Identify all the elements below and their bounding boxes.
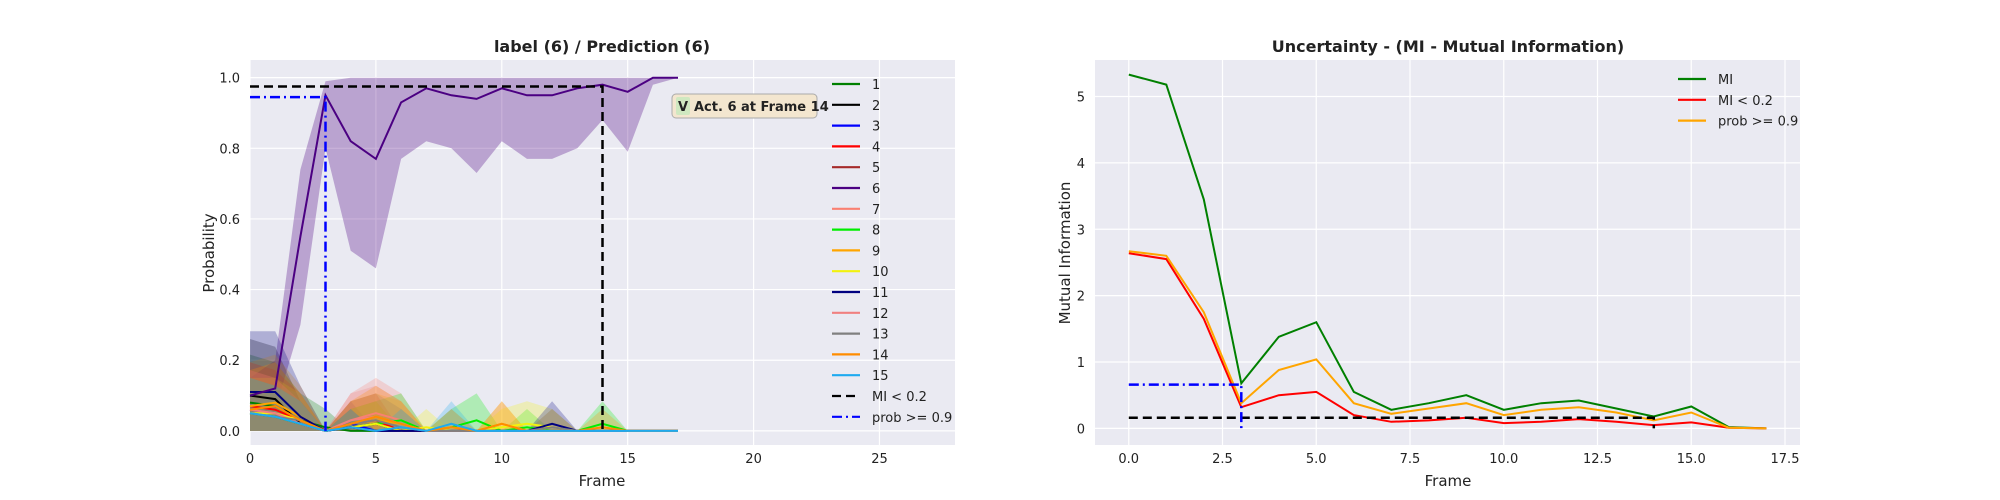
y-tick-label: 0.2 — [219, 354, 240, 369]
x-tick-label: 12.5 — [1583, 452, 1612, 467]
y-tick-label: 1.0 — [219, 72, 240, 87]
y-tick-label: 5 — [1077, 91, 1085, 106]
x-tick-label: 15.0 — [1677, 452, 1706, 467]
x-tick-label: 0 — [246, 452, 254, 467]
y-tick-label: 3 — [1077, 223, 1085, 238]
x-tick-label: 10.0 — [1489, 452, 1518, 467]
series-band-7 — [250, 370, 678, 431]
x-tick-label: 5.0 — [1306, 452, 1327, 467]
series-band-14 — [250, 362, 678, 431]
prediction-series — [249, 76, 678, 432]
uncertainty-series — [1128, 73, 1767, 430]
uncertainty-xlabel: Frame — [1425, 472, 1472, 490]
legend-label-6: 7 — [872, 203, 880, 218]
reference-line-1 — [250, 95, 327, 431]
x-tick-label: 20 — [745, 452, 762, 467]
legend-label-2: 3 — [872, 120, 880, 135]
legend-label-0: MI — [1718, 73, 1733, 88]
x-tick-label: 7.5 — [1400, 452, 1421, 467]
x-tick-label: 5 — [372, 452, 380, 467]
series-band-12 — [250, 370, 678, 431]
prediction-ylabel: Probability — [200, 213, 218, 292]
legend-label-2: prob >= 0.9 — [1718, 115, 1798, 130]
y-tick-label: 0.8 — [219, 142, 240, 157]
prediction-chart: 0 5 10 15 20 250.00.20.40.60.81.0 label (6) /… — [200, 37, 955, 490]
legend-label-8: 9 — [872, 244, 880, 259]
x-tick-label: 17.5 — [1771, 452, 1800, 467]
legend-label-5: 6 — [872, 182, 880, 197]
series-line-MI-0-2 — [1128, 252, 1767, 430]
reference-line-0 — [1128, 416, 1656, 429]
annotation-text: Act. 6 at Frame 14 — [694, 100, 829, 115]
x-tick-label: 15 — [619, 452, 636, 467]
annotation-badge: V — [678, 100, 688, 115]
series-band-9 — [250, 354, 678, 431]
uncertainty-legend: MI MI < 0.2 prob >= 0.9 — [1678, 73, 1798, 130]
x-tick-label: 25 — [871, 452, 888, 467]
legend-label-14: 15 — [872, 369, 889, 384]
legend-label-13: 14 — [872, 348, 889, 363]
legend-label-1: MI < 0.2 — [1718, 94, 1773, 109]
prediction-xlabel: Frame — [579, 472, 626, 490]
reference-line-1 — [1128, 383, 1243, 429]
prediction-reference-lines — [250, 85, 604, 431]
prediction-ticks: 0 5 10 15 20 250.00.20.40.60.81.0 — [219, 72, 887, 467]
series-line-MI — [1128, 73, 1767, 430]
legend-label-7: 8 — [872, 224, 880, 239]
legend-label-9: 10 — [872, 265, 889, 280]
uncertainty-reference-lines — [1128, 383, 1656, 429]
uncertainty-grid — [1095, 60, 1800, 445]
uncertainty-chart: 0.0 2.5 5.0 7.5 10.0 12.5 15.0 17.5 0 1 2 3 4 5 Uncer… — [1056, 37, 1800, 490]
series-band-1 — [250, 354, 678, 431]
y-tick-label: 1 — [1077, 356, 1085, 371]
series-line-prob-0-9 — [1128, 250, 1767, 430]
legend-label-16: prob >= 0.9 — [872, 411, 952, 426]
uncertainty-title: Uncertainty - (MI - Mutual Information) — [1272, 37, 1624, 56]
uncertainty-ticks: 0.0 2.5 5.0 7.5 10.0 12.5 15.0 17.5 0 1 2 3 4 5 — [1077, 91, 1800, 467]
legend-label-10: 11 — [872, 286, 889, 301]
series-band-6 — [250, 77, 678, 414]
series-line-6 — [249, 76, 678, 397]
series-line-15 — [249, 412, 678, 432]
x-tick-label: 2.5 — [1212, 452, 1233, 467]
y-tick-label: 0.6 — [219, 213, 240, 228]
legend-label-12: 13 — [872, 328, 889, 343]
legend-label-11: 12 — [872, 307, 889, 322]
y-tick-label: 4 — [1077, 157, 1085, 172]
y-tick-label: 0 — [1077, 422, 1085, 437]
annotation-box: V Act. 6 at Frame 14 — [671, 93, 829, 119]
legend-label-15: MI < 0.2 — [872, 390, 927, 405]
x-tick-label: 0.0 — [1118, 452, 1139, 467]
series-band-3 — [250, 370, 678, 431]
y-tick-label: 0.4 — [219, 284, 240, 299]
reference-line-0 — [250, 85, 604, 431]
series-band-4 — [250, 362, 678, 431]
uncertainty-ylabel: Mutual Information — [1056, 182, 1074, 325]
legend-label-0: 1 — [872, 78, 880, 93]
series-band-2 — [250, 339, 678, 431]
legend-label-1: 2 — [872, 99, 880, 114]
y-tick-label: 0.0 — [219, 425, 240, 440]
prediction-title: label (6) / Prediction (6) — [494, 37, 710, 56]
legend-label-3: 4 — [872, 140, 880, 155]
uncertainty-plot-area — [1095, 60, 1800, 445]
y-tick-label: 2 — [1077, 290, 1085, 305]
x-tick-label: 10 — [494, 452, 511, 467]
legend-label-4: 5 — [872, 161, 880, 176]
